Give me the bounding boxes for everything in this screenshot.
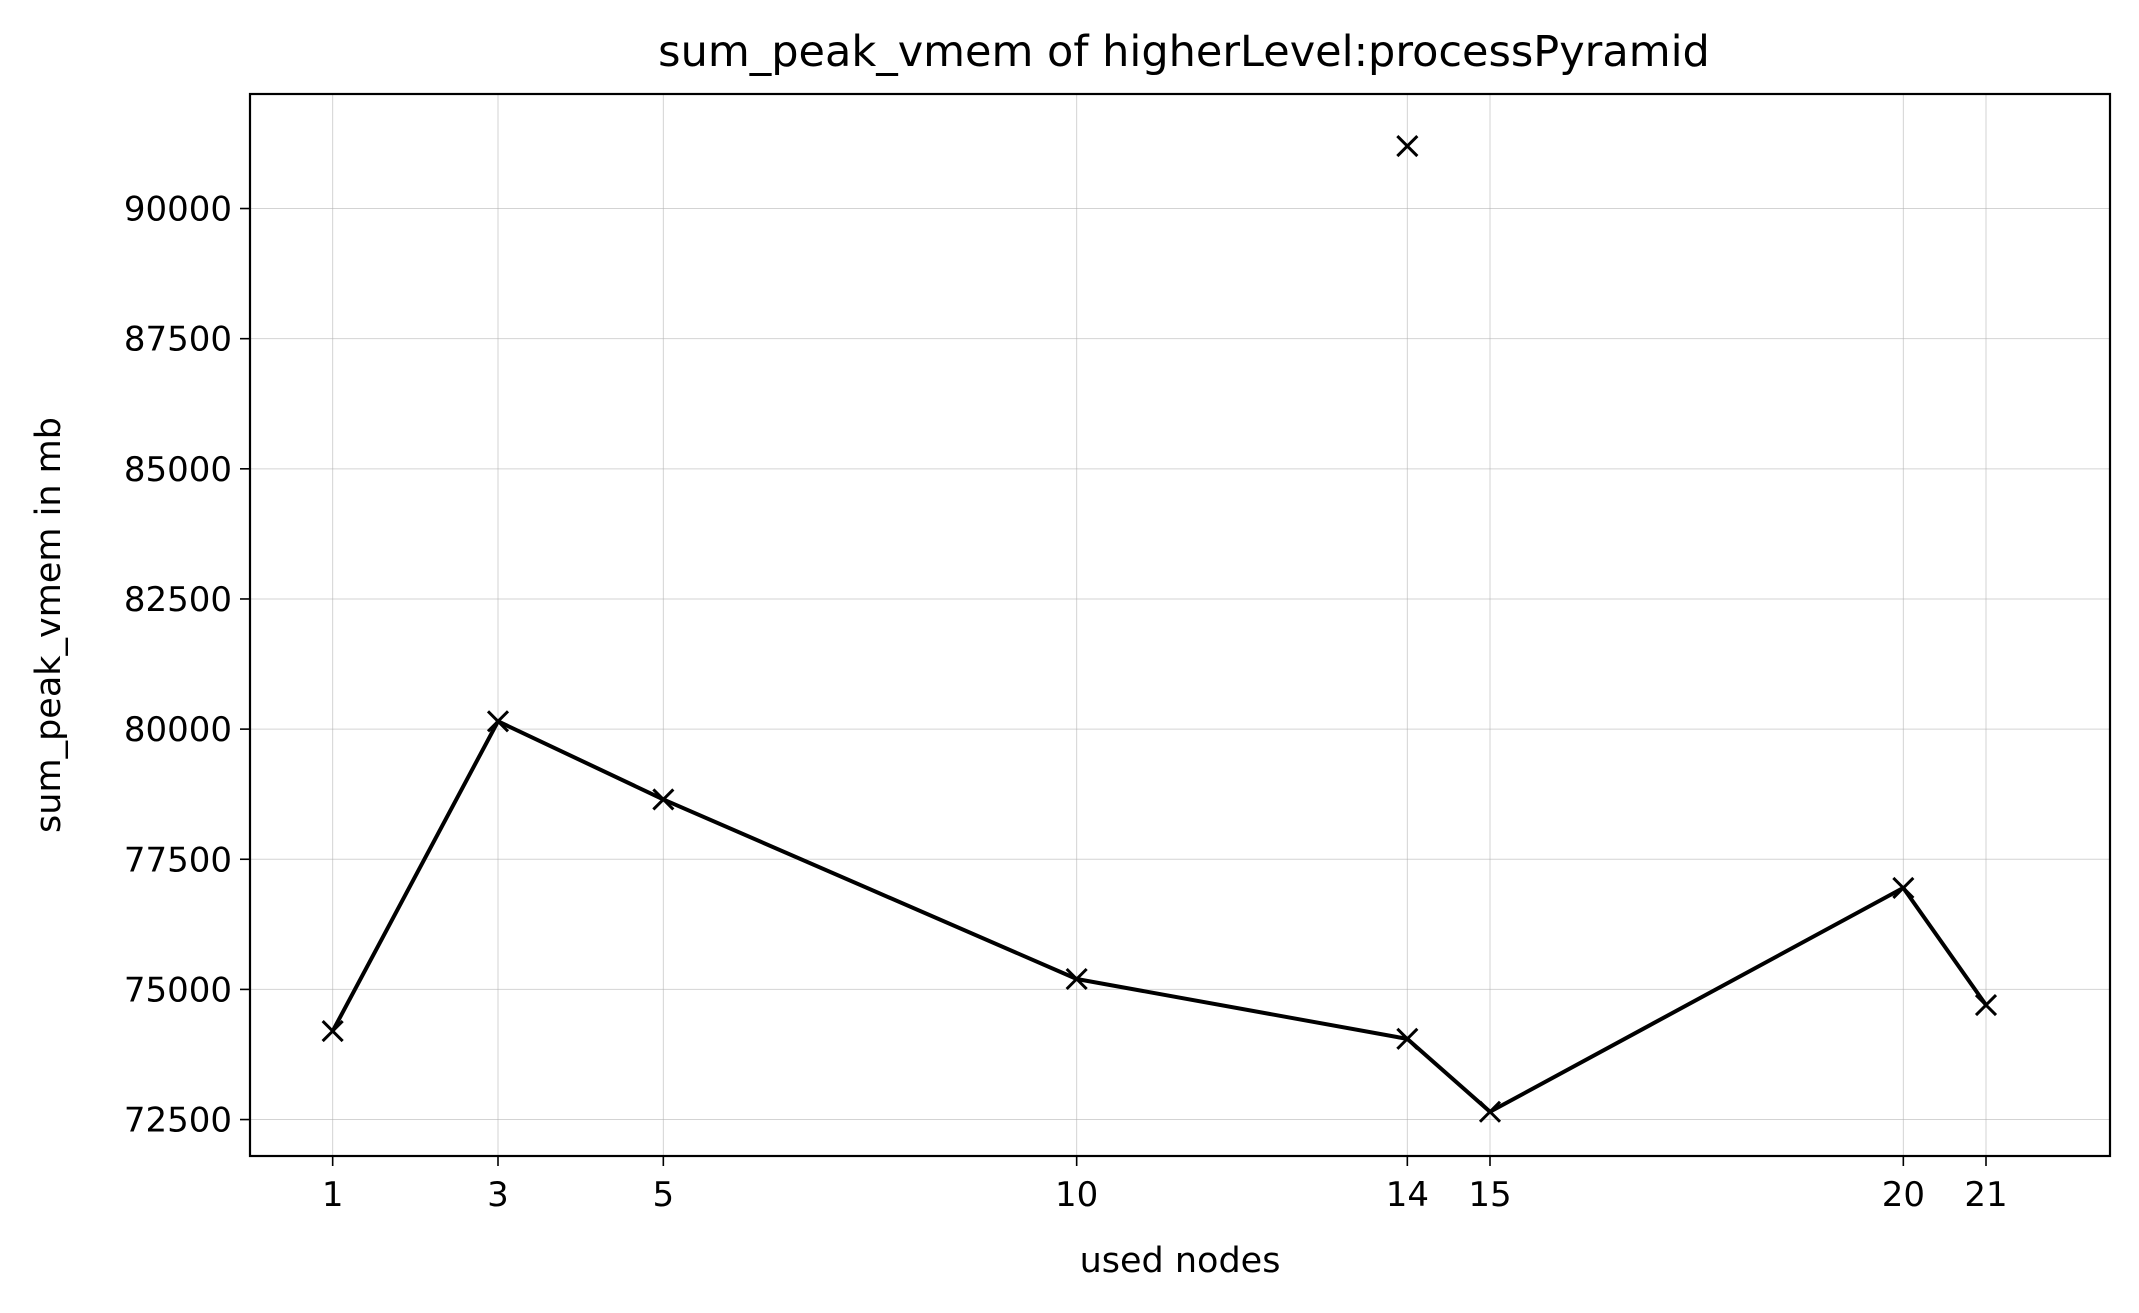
data-point-marker <box>1478 1100 1502 1123</box>
y-tick-label: 80000 <box>124 710 232 750</box>
data-point-marker <box>1396 134 1419 158</box>
axis-ticks <box>240 207 1987 1166</box>
data-point-marker <box>1892 876 1915 899</box>
data-point-marker <box>486 710 510 733</box>
y-axis-tick-labels: 72500 75000 77500 80000 82500 85000 87500 90000 <box>124 190 232 1141</box>
data-series <box>321 134 1998 1123</box>
data-point-marker <box>321 1019 344 1043</box>
x-tick-label: 20 <box>1882 1175 1925 1215</box>
series-2 <box>1396 134 1419 158</box>
plot-area-frame <box>248 92 2112 1158</box>
series-1 <box>321 710 1998 1123</box>
data-point-marker <box>1396 1027 1419 1050</box>
x-axis-label: used nodes <box>1080 1241 1281 1281</box>
y-tick-label: 87500 <box>124 320 232 360</box>
x-tick-label: 3 <box>487 1175 509 1215</box>
chart-title: sum_peak_vmem of higherLevel:processPyra… <box>658 27 1710 77</box>
x-tick-label: 15 <box>1468 1175 1511 1215</box>
y-tick-label: 82500 <box>124 580 232 620</box>
y-axis-label: sum_peak_vmem in mb <box>29 417 69 833</box>
data-point-marker <box>1974 993 1998 1017</box>
x-tick-label: 5 <box>653 1175 675 1215</box>
x-tick-label: 21 <box>1964 1175 2007 1215</box>
data-point-marker <box>1065 967 1088 991</box>
y-tick-label: 75000 <box>124 970 232 1010</box>
x-tick-label: 14 <box>1386 1175 1429 1215</box>
y-tick-label: 72500 <box>124 1101 232 1141</box>
y-tick-label: 77500 <box>124 840 232 880</box>
data-point-marker <box>652 788 675 811</box>
y-tick-label: 85000 <box>124 450 232 490</box>
x-axis-tick-labels: 1 3 5 10 14 15 20 21 <box>322 1175 2008 1215</box>
x-tick-label: 10 <box>1055 1175 1098 1215</box>
x-tick-label: 1 <box>322 1175 344 1215</box>
grid-lines <box>250 94 2110 1156</box>
y-tick-label: 90000 <box>124 190 232 230</box>
series-line <box>330 719 1988 1114</box>
